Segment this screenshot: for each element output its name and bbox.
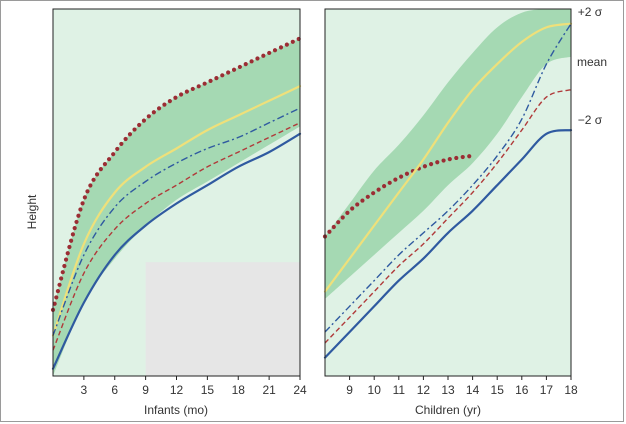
x-tick-label-children-9: 9 <box>346 383 353 397</box>
band-label-plus2sigma: +2 σ <box>578 5 603 19</box>
x-tick-label-children-14: 14 <box>466 383 480 397</box>
x-tick-label-infants-15: 15 <box>201 383 215 397</box>
x-tick-label-infants-18: 18 <box>232 383 246 397</box>
series-yellow-children <box>323 22 573 293</box>
x-tick-label-infants-3: 3 <box>81 383 88 397</box>
x-tick-label-infants-9: 9 <box>142 383 149 397</box>
x-tick-label-infants-24: 24 <box>293 383 307 397</box>
x-tick-label-infants-21: 21 <box>262 383 276 397</box>
series-blue_dashdot-infants <box>52 107 301 336</box>
x-tick-label-children-16: 16 <box>515 383 529 397</box>
series-red_dashed-infants <box>52 122 301 351</box>
panel-children: 9 10 11 12 13 14 15 16 17 18 <box>322 8 578 397</box>
y-axis-label: Height <box>25 194 39 229</box>
series-blue_solid-children <box>323 129 573 359</box>
inset-box <box>145 262 300 376</box>
x-axis-label-children: Children (yr) <box>415 403 481 417</box>
series-blue_solid-infants <box>51 132 302 370</box>
x-tick-label-children-11: 11 <box>393 383 406 397</box>
series-blue_dashdot-children <box>324 23 572 333</box>
sigma-band-infants <box>53 38 300 377</box>
x-tick-label-children-15: 15 <box>491 383 505 397</box>
sigma-band-children <box>325 8 571 299</box>
series-red_dotted-children <box>322 153 475 239</box>
panel-infants: 3 6 9 12 15 18 21 24 <box>50 8 307 397</box>
x-tick-label-children-12: 12 <box>417 383 431 397</box>
x-tick-label-children-17: 17 <box>540 383 554 397</box>
series-red_dashed-children <box>324 89 572 344</box>
series-yellow-infants <box>51 85 302 337</box>
x-tick-label-children-10: 10 <box>368 383 382 397</box>
x-axis-label-infants: Infants (mo) <box>144 403 208 417</box>
x-tick-label-infants-12: 12 <box>170 383 184 397</box>
series-red_dotted-infants <box>50 36 303 312</box>
x-tick-label-children-13: 13 <box>441 383 455 397</box>
band-label-minus2sigma: −2 σ <box>578 113 603 127</box>
x-tick-label-children-18: 18 <box>564 383 578 397</box>
band-label-mean: mean <box>577 55 607 69</box>
x-tick-label-infants-6: 6 <box>111 383 118 397</box>
